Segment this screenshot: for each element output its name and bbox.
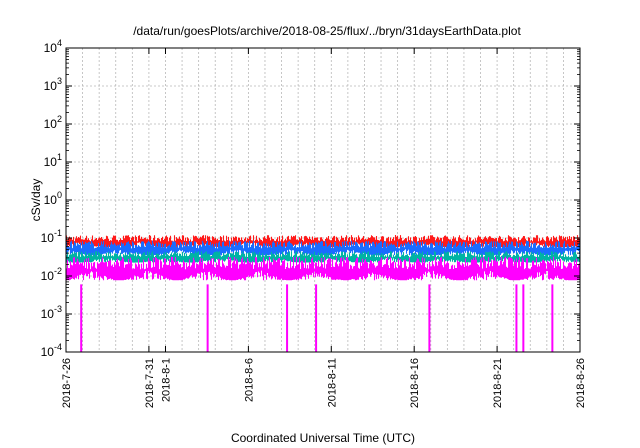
y-tick-label-exponent: -4 <box>54 342 62 352</box>
series-3 <box>65 256 581 352</box>
y-tick-label: 103 <box>44 76 62 93</box>
x-axis-label: Coordinated Universal Time (UTC) <box>231 431 415 445</box>
y-tick-label-base: 10 <box>41 307 55 321</box>
x-tick-label: 2018-8-26 <box>575 358 587 408</box>
y-tick-label: 10-2 <box>41 266 62 283</box>
y-tick-label-exponent: 1 <box>57 152 62 162</box>
y-tick-label-exponent: 4 <box>57 38 62 48</box>
y-tick-label: 104 <box>44 38 62 55</box>
y-tick-label: 101 <box>44 152 62 169</box>
y-tick-label-base: 10 <box>41 269 55 283</box>
x-tick-label: 2018-8-6 <box>243 358 255 402</box>
x-tick-label: 2018-7-31 <box>144 358 156 408</box>
y-tick-label-exponent: 3 <box>57 76 62 86</box>
y-tick-label: 102 <box>44 114 62 131</box>
x-tick-label: 2018-7-26 <box>61 358 73 408</box>
x-tick-label: 2018-8-21 <box>492 358 504 408</box>
y-tick-label-base: 10 <box>44 41 58 55</box>
y-tick-label: 10-4 <box>41 342 62 359</box>
y-tick-label-exponent: 0 <box>57 190 62 200</box>
y-tick-label-base: 10 <box>44 193 58 207</box>
y-tick-label-base: 10 <box>41 345 55 359</box>
y-tick-label: 10-1 <box>41 228 62 245</box>
x-tick-label: 2018-8-1 <box>160 358 172 402</box>
y-tick-label-exponent: -2 <box>54 266 62 276</box>
y-axis-label: cSv/day <box>29 179 43 222</box>
chart-title: /data/run/goesPlots/archive/2018-08-25/f… <box>133 24 521 38</box>
y-tick-label-base: 10 <box>44 155 58 169</box>
x-tick-label: 2018-8-11 <box>326 358 338 407</box>
y-tick-label-exponent: 2 <box>57 114 62 124</box>
y-tick-label: 100 <box>44 190 62 207</box>
y-tick-label: 10-3 <box>41 304 62 321</box>
x-tick-label: 2018-8-16 <box>409 358 421 408</box>
y-tick-label-base: 10 <box>44 79 58 93</box>
y-tick-label-exponent: -1 <box>54 228 62 238</box>
series-layer <box>65 235 581 352</box>
x-axis: 2018-7-26 2018-7-31 2018-8-1 2018-8-6 2018-8… <box>61 48 587 408</box>
y-tick-label-base: 10 <box>41 231 55 245</box>
y-tick-label-base: 10 <box>44 117 58 131</box>
grid <box>66 48 580 352</box>
y-tick-label-exponent: -3 <box>54 304 62 314</box>
